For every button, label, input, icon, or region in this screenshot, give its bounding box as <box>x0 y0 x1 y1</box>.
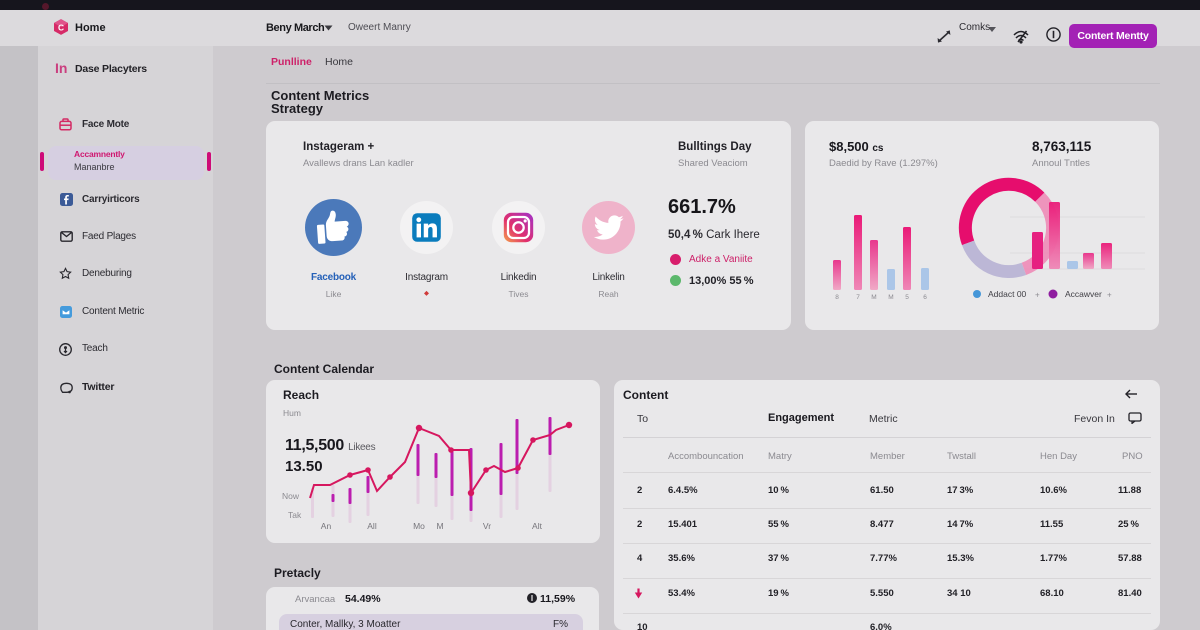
svg-text:7: 7 <box>856 294 860 301</box>
svg-text:Accawver: Accawver <box>1065 289 1102 299</box>
svg-text:8: 8 <box>835 294 839 301</box>
svg-text:6: 6 <box>923 294 927 301</box>
svg-text:An: An <box>321 521 332 531</box>
svg-text:5: 5 <box>905 294 909 301</box>
svg-text:Alt: Alt <box>532 521 543 531</box>
svg-text:+: + <box>1035 291 1040 300</box>
svg-text:M: M <box>436 521 443 531</box>
svg-text:M: M <box>888 294 893 301</box>
svg-text:+: + <box>1107 291 1112 300</box>
svg-text:C: C <box>58 22 64 32</box>
svg-text:Vr: Vr <box>483 521 491 531</box>
svg-text:Addact 00: Addact 00 <box>988 289 1027 299</box>
svg-text:Mo: Mo <box>413 521 425 531</box>
svg-text:M: M <box>871 294 876 301</box>
svg-text:All: All <box>367 521 377 531</box>
